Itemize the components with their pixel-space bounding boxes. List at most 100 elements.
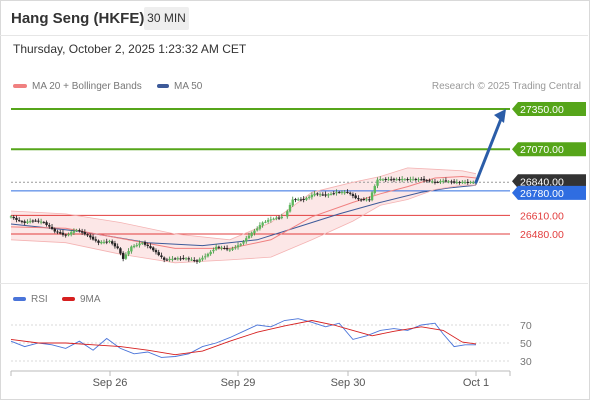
chart-header: Hang Seng (HKFE) 30 MIN	[0, 0, 588, 36]
candle-body	[64, 234, 67, 236]
rsi-tick-label-70: 70	[520, 320, 532, 332]
candle-body	[307, 196, 311, 198]
rsi-tick-label-50: 50	[520, 338, 532, 350]
ma50-swatch	[157, 84, 169, 89]
candle-body	[469, 181, 472, 183]
candle-body	[359, 199, 363, 201]
candle-body	[143, 242, 147, 245]
time-axis-label-2: Sep 30	[331, 377, 366, 389]
candle-body	[253, 230, 256, 234]
candle-body	[206, 253, 210, 257]
candle-body	[179, 258, 182, 260]
candle-body	[266, 220, 270, 222]
candle-body	[310, 194, 314, 198]
time-axis: Sep 26 Sep 29 Sep 30 Oct 1	[10, 370, 511, 389]
time-axis-label-0: Sep 26	[93, 377, 128, 389]
candle-body	[436, 181, 439, 183]
candle-body	[184, 258, 188, 260]
legend-ma50: MA 50	[157, 81, 202, 92]
candle-body	[362, 198, 366, 200]
candle-body	[299, 199, 303, 201]
level-tag-resistance	[512, 101, 586, 116]
candle-body	[455, 182, 459, 184]
legend-rsi-label: RSI	[31, 294, 48, 305]
candle-body	[346, 192, 349, 194]
candle-body	[91, 236, 95, 240]
candle-body	[228, 249, 232, 251]
candle-body	[130, 246, 133, 252]
candle-body	[354, 195, 357, 199]
candle-body	[264, 221, 267, 223]
candle-body	[425, 180, 428, 182]
candle-body	[379, 179, 382, 181]
level-label-27070.00: 27070.00	[520, 144, 564, 156]
candle-body	[195, 260, 199, 262]
candle-body	[324, 194, 327, 196]
candle-body	[275, 217, 278, 219]
candle-body	[351, 194, 355, 196]
candle-body	[198, 259, 201, 262]
candle-body	[305, 197, 308, 200]
candle-body	[127, 250, 130, 255]
candle-body	[15, 217, 18, 220]
candle-body	[45, 222, 48, 225]
symbol-title: Hang Seng (HKFE)	[11, 10, 145, 27]
candle-body	[291, 199, 294, 206]
header-divider	[0, 35, 588, 36]
candle-body	[286, 211, 289, 217]
chart-datetime: Thursday, October 2, 2025 1:23:32 AM CET	[13, 42, 247, 56]
candle-body	[318, 194, 322, 196]
candle-body	[231, 248, 234, 250]
candle-body	[297, 199, 300, 201]
candle-body	[428, 180, 431, 182]
candle-body	[250, 232, 253, 237]
candle-body	[53, 228, 56, 232]
candle-body	[223, 248, 226, 250]
candle-body	[176, 258, 180, 260]
ma20-swatch	[13, 84, 27, 89]
candle-body	[124, 254, 128, 259]
candle-body	[113, 243, 117, 247]
credit-text: Research © 2025 Trading Central	[431, 81, 581, 92]
candle-body	[277, 217, 281, 219]
legend-ma50-label: MA 50	[174, 81, 203, 92]
candle-body	[392, 178, 396, 180]
candle-body	[48, 225, 51, 227]
candle-body	[384, 178, 387, 180]
candle-body	[67, 234, 70, 236]
candle-body	[417, 179, 420, 181]
candle-body	[381, 179, 385, 181]
candle-body	[146, 244, 149, 247]
candle-body	[39, 221, 43, 223]
candle-body	[447, 181, 450, 183]
candle-body	[193, 260, 196, 262]
candle-body	[121, 252, 125, 259]
rsi-9ma-line	[10, 320, 477, 356]
candle-body	[12, 216, 15, 219]
candle-body	[411, 179, 415, 181]
candle-body	[272, 218, 275, 220]
candle-body	[370, 192, 374, 201]
candle-body	[94, 239, 97, 241]
interval-button[interactable]: 30 MIN	[144, 7, 189, 30]
candle-body	[343, 192, 346, 194]
candle-body	[209, 251, 212, 255]
candle-body	[217, 246, 221, 248]
candle-body	[141, 242, 144, 244]
candle-body	[132, 245, 136, 248]
legend-9ma-label: 9MA	[80, 294, 101, 305]
candle-body	[365, 199, 368, 201]
legend-ma20-label: MA 20 + Bollinger Bands	[32, 81, 142, 92]
candle-body	[269, 219, 273, 221]
rsi-line	[10, 318, 476, 358]
candle-body	[154, 250, 158, 253]
candle-body	[201, 257, 204, 260]
candle-body	[78, 230, 81, 232]
candle-body	[116, 246, 119, 249]
candle-body	[86, 234, 89, 236]
candle-body	[214, 246, 218, 250]
candle-body	[171, 258, 174, 260]
candle-body	[26, 221, 29, 223]
